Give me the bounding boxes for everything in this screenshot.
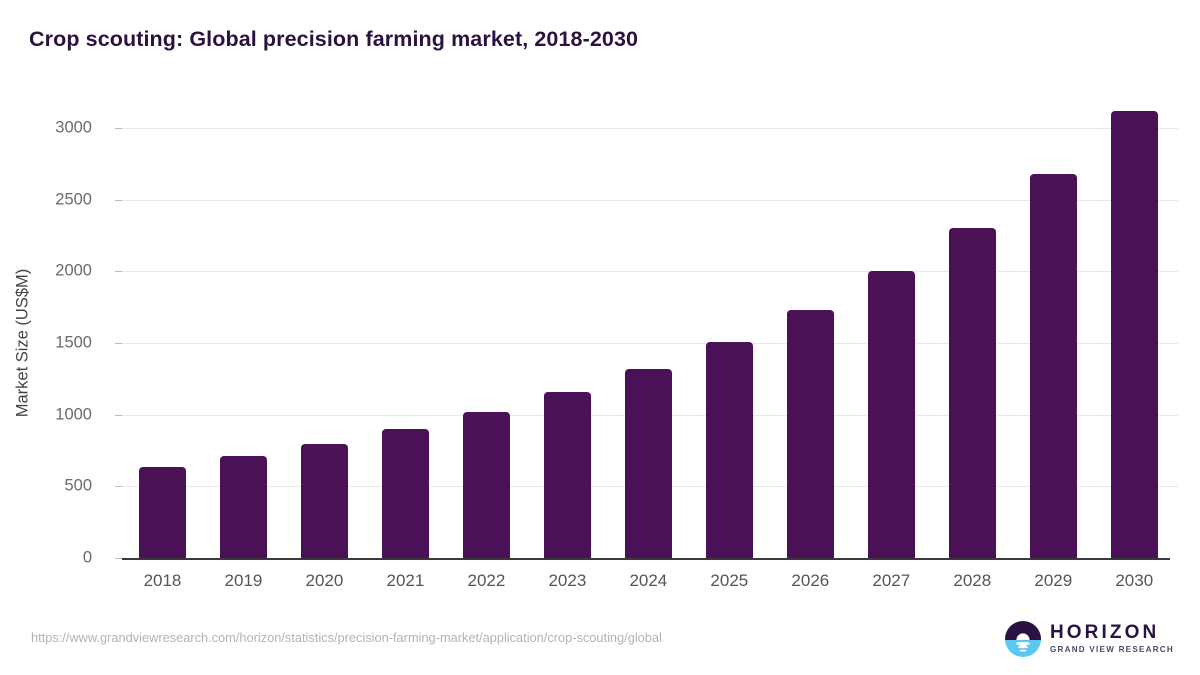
bar-group xyxy=(122,128,203,558)
x-tick-label: 2024 xyxy=(629,571,668,590)
y-tick-label: 3000 xyxy=(55,118,92,137)
logo-text: HORIZON GRAND VIEW RESEARCH xyxy=(1050,623,1174,654)
horizon-sunrise-circle-icon xyxy=(1004,621,1041,657)
bar[interactable] xyxy=(462,411,510,558)
x-tick-label: 2027 xyxy=(872,571,911,590)
x-tick-label: 2030 xyxy=(1115,571,1154,590)
y-tick-mark xyxy=(115,558,122,559)
bar-group xyxy=(527,128,608,558)
y-tick-mark xyxy=(115,271,122,273)
gridline xyxy=(122,199,1178,201)
x-tick-label: 2018 xyxy=(143,571,182,590)
y-tick-label: 0 xyxy=(82,548,92,567)
x-axis-line xyxy=(122,558,1170,560)
bar-group xyxy=(932,128,1013,558)
x-axis-labels: 2018 2019 2020 2021 2022 2023 2024 2025 2026 2027… xyxy=(122,562,1178,596)
bar[interactable] xyxy=(786,310,834,558)
bar-group xyxy=(1013,128,1094,558)
bar[interactable] xyxy=(381,429,429,558)
bar-group xyxy=(770,128,851,558)
bar[interactable] xyxy=(624,368,672,558)
bar[interactable] xyxy=(543,391,591,558)
bar-group xyxy=(446,128,527,558)
y-tick-mark xyxy=(115,199,122,201)
x-tick-label: 2021 xyxy=(386,571,425,590)
gridline xyxy=(122,271,1178,273)
bar-group xyxy=(608,128,689,558)
y-tick-label: 1500 xyxy=(55,333,92,352)
y-tick-mark xyxy=(115,343,122,344)
x-tick-label: 2029 xyxy=(1034,571,1073,590)
y-tick-mark xyxy=(115,486,122,488)
bars-layer xyxy=(122,110,1178,558)
y-tick-label: 1000 xyxy=(55,405,92,424)
bar-group xyxy=(365,128,446,558)
x-tick-label: 2023 xyxy=(548,571,587,590)
gridline xyxy=(122,343,1178,344)
bar[interactable] xyxy=(1110,110,1158,558)
bar[interactable] xyxy=(1029,173,1077,558)
gridline xyxy=(122,128,1178,129)
y-tick-mark xyxy=(115,414,122,416)
bar[interactable] xyxy=(867,271,915,558)
y-tick-label: 2000 xyxy=(55,261,92,280)
x-tick-label: 2020 xyxy=(305,571,344,590)
x-tick-label: 2019 xyxy=(224,571,263,590)
x-tick-label: 2026 xyxy=(791,571,830,590)
y-tick-label: 2500 xyxy=(55,190,92,209)
bar[interactable] xyxy=(705,341,753,558)
logo-wordmark: HORIZON xyxy=(1049,622,1160,644)
y-tick-label: 500 xyxy=(64,476,92,495)
bar-group xyxy=(203,128,284,558)
bar[interactable] xyxy=(219,455,267,558)
bar-group xyxy=(851,128,932,558)
bar-group xyxy=(1094,110,1175,558)
brand-logo[interactable]: HORIZON GRAND VIEW RESEARCH xyxy=(1004,618,1174,660)
x-tick-label: 2025 xyxy=(710,571,749,590)
bar[interactable] xyxy=(948,228,996,558)
bar-group xyxy=(284,128,365,558)
bar[interactable] xyxy=(300,444,348,558)
source-url[interactable]: https://www.grandviewresearch.com/horizo… xyxy=(31,630,662,645)
page-title: Crop scouting: Global precision farming … xyxy=(29,27,639,51)
bar[interactable] xyxy=(139,466,186,558)
y-tick-mark xyxy=(115,128,122,129)
bar-group xyxy=(689,128,770,558)
x-tick-label: 2028 xyxy=(953,571,992,590)
x-tick-label: 2022 xyxy=(467,571,506,590)
logo-tagline: GRAND VIEW RESEARCH xyxy=(1049,645,1174,655)
